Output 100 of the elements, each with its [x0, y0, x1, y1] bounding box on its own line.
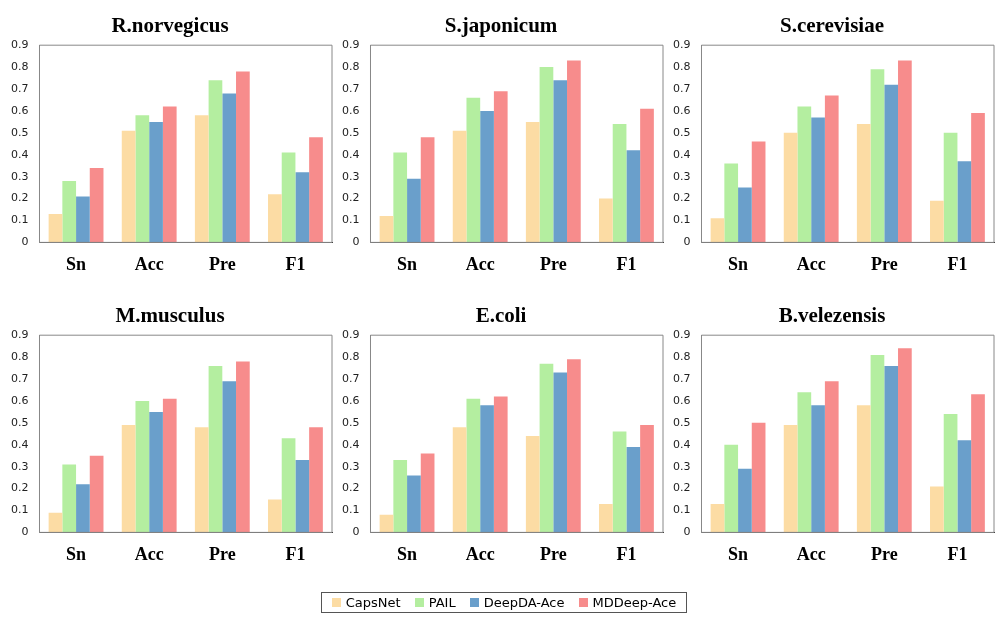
y-tick-label: 0.8 [10, 349, 29, 363]
y-tick-label: 0.2 [10, 481, 29, 495]
bar [539, 67, 554, 243]
y-tick-label: 0.8 [341, 349, 360, 363]
bar [751, 422, 766, 533]
bar [208, 365, 223, 533]
y-tick-label: 0.6 [672, 393, 691, 407]
y-tick-label: 0 [352, 525, 360, 539]
bar [236, 361, 250, 533]
y-tick-label: 0.9 [672, 328, 691, 342]
bar [943, 132, 958, 243]
bar [295, 172, 310, 243]
y-tick-label: 0.4 [341, 437, 360, 451]
bar [640, 425, 654, 533]
y-tick-label: 0.2 [10, 191, 29, 205]
y-tick-label: 0.5 [10, 125, 29, 139]
y-tick-label: 0 [352, 235, 360, 249]
bar [898, 60, 912, 243]
bar [797, 392, 812, 533]
x-tick-label: Sn [728, 543, 749, 564]
bar [870, 354, 885, 533]
bar [466, 97, 481, 243]
bar [884, 365, 899, 533]
bar [553, 80, 568, 243]
bar [194, 115, 209, 243]
bar [480, 405, 494, 533]
y-tick-label: 0.8 [10, 59, 29, 73]
chart-title: S.cerevisiae [780, 13, 884, 38]
y-tick-label: 0.6 [10, 103, 29, 117]
x-tick-label: Sn [66, 543, 87, 564]
y-tick-label: 0.4 [10, 437, 29, 451]
bar [612, 124, 627, 243]
bar [599, 503, 613, 533]
bar [194, 427, 209, 533]
y-tick-label: 0.3 [341, 169, 360, 183]
bar [943, 414, 958, 533]
y-tick-label: 0.5 [672, 125, 691, 139]
y-tick-label: 0.1 [10, 213, 29, 227]
bar [162, 398, 177, 533]
y-tick-label: 0.9 [10, 38, 29, 52]
y-tick-label: 0.9 [10, 328, 29, 342]
bar [724, 444, 739, 533]
bar [930, 486, 944, 533]
y-tick-label: 0 [21, 235, 29, 249]
y-tick-label: 0.9 [341, 38, 360, 52]
x-tick-label: Pre [539, 543, 567, 564]
bar [149, 411, 163, 533]
bar [525, 435, 540, 533]
x-tick-label: Sn [397, 253, 418, 274]
y-tick-label: 0.8 [341, 59, 360, 73]
y-tick-label: 0.7 [10, 81, 29, 95]
bar [783, 132, 798, 243]
bar [407, 475, 421, 533]
y-tick-label: 0.3 [10, 459, 29, 473]
chart-title: S.japonicum [444, 13, 558, 38]
bar [420, 453, 435, 533]
bar [898, 348, 912, 533]
bar [281, 438, 296, 533]
bar [751, 141, 766, 243]
y-tick-label: 0.3 [672, 169, 691, 183]
y-tick-label: 0.7 [672, 81, 691, 95]
bar [957, 440, 972, 533]
x-tick-label: F1 [947, 543, 968, 564]
x-tick-label: Acc [134, 253, 164, 274]
y-tick-label: 0.4 [10, 147, 29, 161]
bar [76, 196, 90, 243]
y-tick-label: 0.5 [341, 415, 360, 429]
bar [62, 464, 77, 533]
bar [824, 95, 839, 243]
y-tick-label: 0.5 [10, 415, 29, 429]
bar [856, 405, 871, 533]
bar [612, 431, 627, 533]
bar [480, 110, 494, 243]
y-tick-label: 0.1 [10, 503, 29, 517]
bar [971, 113, 985, 243]
bar [493, 396, 508, 533]
bar [420, 137, 435, 243]
bar [309, 427, 323, 533]
x-tick-label: F1 [285, 543, 306, 564]
x-tick-label: Acc [465, 253, 495, 274]
y-tick-label: 0.8 [672, 349, 691, 363]
x-tick-label: F1 [616, 253, 637, 274]
bar [710, 503, 725, 533]
y-tick-label: 0.4 [672, 147, 691, 161]
y-tick-label: 0.5 [341, 125, 360, 139]
bar [738, 187, 752, 243]
bar [268, 499, 282, 533]
bar [957, 161, 972, 243]
y-tick-label: 0.8 [672, 59, 691, 73]
y-tick-label: 0 [683, 235, 691, 249]
bar [149, 121, 163, 243]
y-tick-label: 0.3 [10, 169, 29, 183]
x-tick-label: Sn [728, 253, 749, 274]
bar [208, 80, 223, 243]
bar [930, 200, 944, 243]
x-tick-label: F1 [285, 253, 306, 274]
bar [870, 69, 885, 243]
legend-label: DeepDA-Ace [483, 595, 565, 610]
bar [710, 218, 725, 243]
bar [797, 106, 812, 243]
